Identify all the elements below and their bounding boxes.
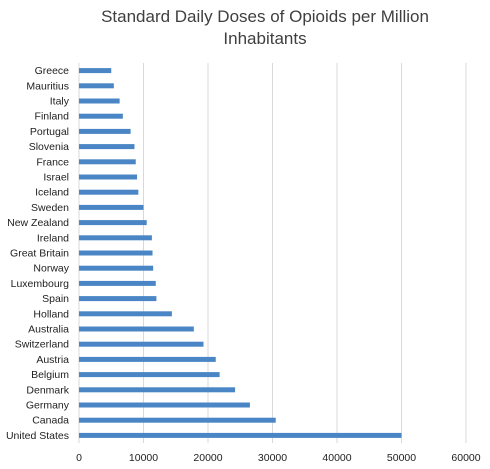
x-tick-label: 60000	[451, 452, 480, 464]
category-label: Slovenia	[29, 141, 69, 153]
category-label: Finland	[35, 111, 70, 123]
category-label: Greece	[35, 65, 70, 77]
category-label: Australia	[28, 324, 69, 336]
bar	[79, 296, 157, 302]
bar	[79, 417, 276, 423]
category-label: Great Britain	[10, 248, 69, 260]
bars	[79, 68, 402, 438]
bar	[79, 204, 144, 210]
bar	[79, 432, 402, 438]
category-label: Austria	[36, 354, 69, 366]
category-label: Spain	[42, 293, 69, 305]
bar	[79, 402, 250, 408]
category-label: Mauritius	[26, 80, 69, 92]
bar	[79, 250, 153, 256]
bar	[79, 341, 204, 347]
gridlines	[78, 63, 467, 443]
chart-title: Standard Daily Doses of Opioids per Mill…	[101, 7, 429, 48]
bar	[79, 83, 114, 89]
x-tick-label: 10000	[129, 452, 158, 464]
category-label: Italy	[50, 96, 70, 108]
category-label: United States	[6, 430, 69, 442]
x-tick-label: 20000	[193, 452, 222, 464]
category-label: Belgium	[31, 369, 69, 381]
category-label: Iceland	[35, 187, 69, 199]
category-label: Canada	[32, 415, 69, 427]
bar	[79, 159, 136, 165]
x-tick-label: 40000	[322, 452, 351, 464]
bar	[79, 68, 112, 74]
category-label: Israel	[43, 172, 69, 184]
bar	[79, 98, 120, 104]
category-label: Denmark	[26, 384, 69, 396]
category-label: Sweden	[31, 202, 69, 214]
bar	[79, 174, 138, 180]
category-label: Norway	[33, 263, 69, 275]
bar	[79, 280, 156, 286]
bar	[79, 265, 154, 271]
category-label: Ireland	[37, 232, 69, 244]
bar	[79, 356, 216, 362]
bar	[79, 311, 172, 317]
bar	[79, 235, 152, 241]
bar	[79, 128, 131, 134]
bar	[79, 326, 194, 332]
category-label: Germany	[26, 400, 70, 412]
category-labels: Greece Mauritius Italy Finland Portugal Slove…	[6, 65, 70, 442]
bar	[79, 144, 135, 150]
x-tick-label: 0	[76, 452, 82, 464]
category-label: Luxembourg	[11, 278, 70, 290]
category-label: New Zealand	[7, 217, 69, 229]
bar	[79, 372, 220, 378]
bar	[79, 220, 147, 226]
category-label: Holland	[33, 308, 69, 320]
bar	[79, 189, 139, 195]
bar	[79, 387, 236, 393]
bar	[79, 113, 123, 119]
x-tick-label: 30000	[258, 452, 287, 464]
category-label: Portugal	[30, 126, 69, 138]
category-label: France	[36, 156, 69, 168]
x-tick-labels: 0 10000 20000 30000 40000 50000 60000	[76, 452, 481, 464]
x-tick-label: 50000	[387, 452, 416, 464]
category-label: Switzerland	[15, 339, 69, 351]
